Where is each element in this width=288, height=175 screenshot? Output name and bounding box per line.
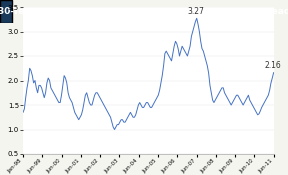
Text: 2.16: 2.16 [265, 61, 281, 70]
FancyBboxPatch shape [0, 0, 12, 23]
Text: 30-Year Fixed Mortgage vs. 10-Year Treasury Yield Spread: 30-Year Fixed Mortgage vs. 10-Year Treas… [0, 7, 288, 16]
Text: 3.27: 3.27 [187, 7, 204, 16]
